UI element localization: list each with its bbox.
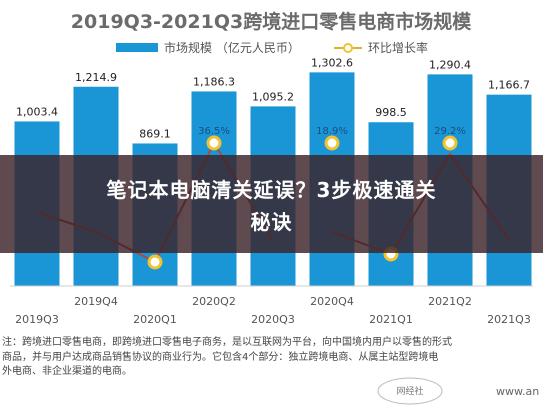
tick-label-2020Q1: 2020Q1: [133, 313, 177, 326]
tick-label-2021Q1: 2021Q1: [369, 313, 413, 326]
line-label-2020Q4: 18.9%: [316, 126, 348, 137]
line-point-low-1: [147, 254, 163, 270]
bar-label-2020Q3: 1,095.2: [252, 90, 294, 103]
svg-text:网经社: 网经社: [396, 385, 423, 397]
line-point-2020Q4: [324, 135, 340, 151]
tick-label-2021Q3: 2021Q3: [487, 313, 531, 326]
tick-label-2020Q2: 2020Q2: [192, 295, 236, 308]
legend: 市场规模 （亿元人民币） 环比增长率: [116, 40, 428, 55]
chart-title: 2019Q3-2021Q3跨境进口零售电商市场规模: [71, 10, 472, 33]
bar-label-2020Q1: 869.1: [139, 127, 171, 140]
bar-label-2020Q2: 1,186.3: [193, 75, 235, 88]
bar-label-2020Q4: 1,302.6: [311, 56, 353, 69]
legend-bar-label: 市场规模 （亿元人民币）: [164, 40, 300, 55]
bar-label-2021Q3: 1,166.7: [488, 79, 530, 92]
promo-banner: [0, 155, 543, 253]
bar-value-labels: 1,003.4 1,214.9 869.1 1,186.3 1,095.2 1,302.6…: [16, 56, 530, 140]
line-point-2021Q2: [442, 135, 458, 151]
bar-label-2021Q2: 1,290.4: [429, 58, 471, 71]
note-line-3: 外电商、非企业渠道的电商。: [2, 364, 132, 377]
line-label-2021Q2: 29.2%: [434, 126, 466, 137]
bar-label-2019Q4: 1,214.9: [75, 71, 117, 84]
seal-logo: 网经社: [377, 377, 443, 405]
banner-headline-line-2: 秘诀: [250, 210, 293, 234]
note-line-1: 注：跨境进口零售电商，即跨境进口零售电子商务，是以互联网为平台，向中国境内用户以…: [2, 335, 452, 348]
line-point-2020Q2: [206, 135, 222, 151]
line-value-labels: 36.5% 18.9% 29.2%: [198, 126, 466, 137]
legend-line-marker: [343, 43, 353, 53]
tick-label-2019Q3: 2019Q3: [15, 313, 59, 326]
bar-label-2019Q3: 1,003.4: [16, 105, 58, 118]
tick-label-2020Q3: 2020Q3: [251, 313, 295, 326]
tick-label-2021Q2: 2021Q2: [428, 295, 472, 308]
note-line-2: 商品，并与用户达成商品销售协议的商业行为。它包含4个部分：独立跨境电商、从属主站…: [2, 350, 438, 363]
tick-label-2020Q4: 2020Q4: [310, 295, 354, 308]
legend-bar-swatch: [116, 43, 158, 52]
line-label-2020Q2: 36.5%: [198, 126, 230, 137]
bar-label-2021Q1: 998.5: [375, 106, 407, 119]
banner-headline-line-1: 笔记本电脑清关延误？3步极速通关: [106, 178, 437, 202]
x-axis-ticks: 2019Q3 2019Q4 2020Q1 2020Q2 2020Q3 2020Q4 2021…: [15, 295, 531, 326]
legend-line-label: 环比增长率: [368, 40, 428, 55]
watermark-text: www.an: [496, 385, 539, 398]
tick-label-2019Q4: 2019Q4: [74, 295, 118, 308]
